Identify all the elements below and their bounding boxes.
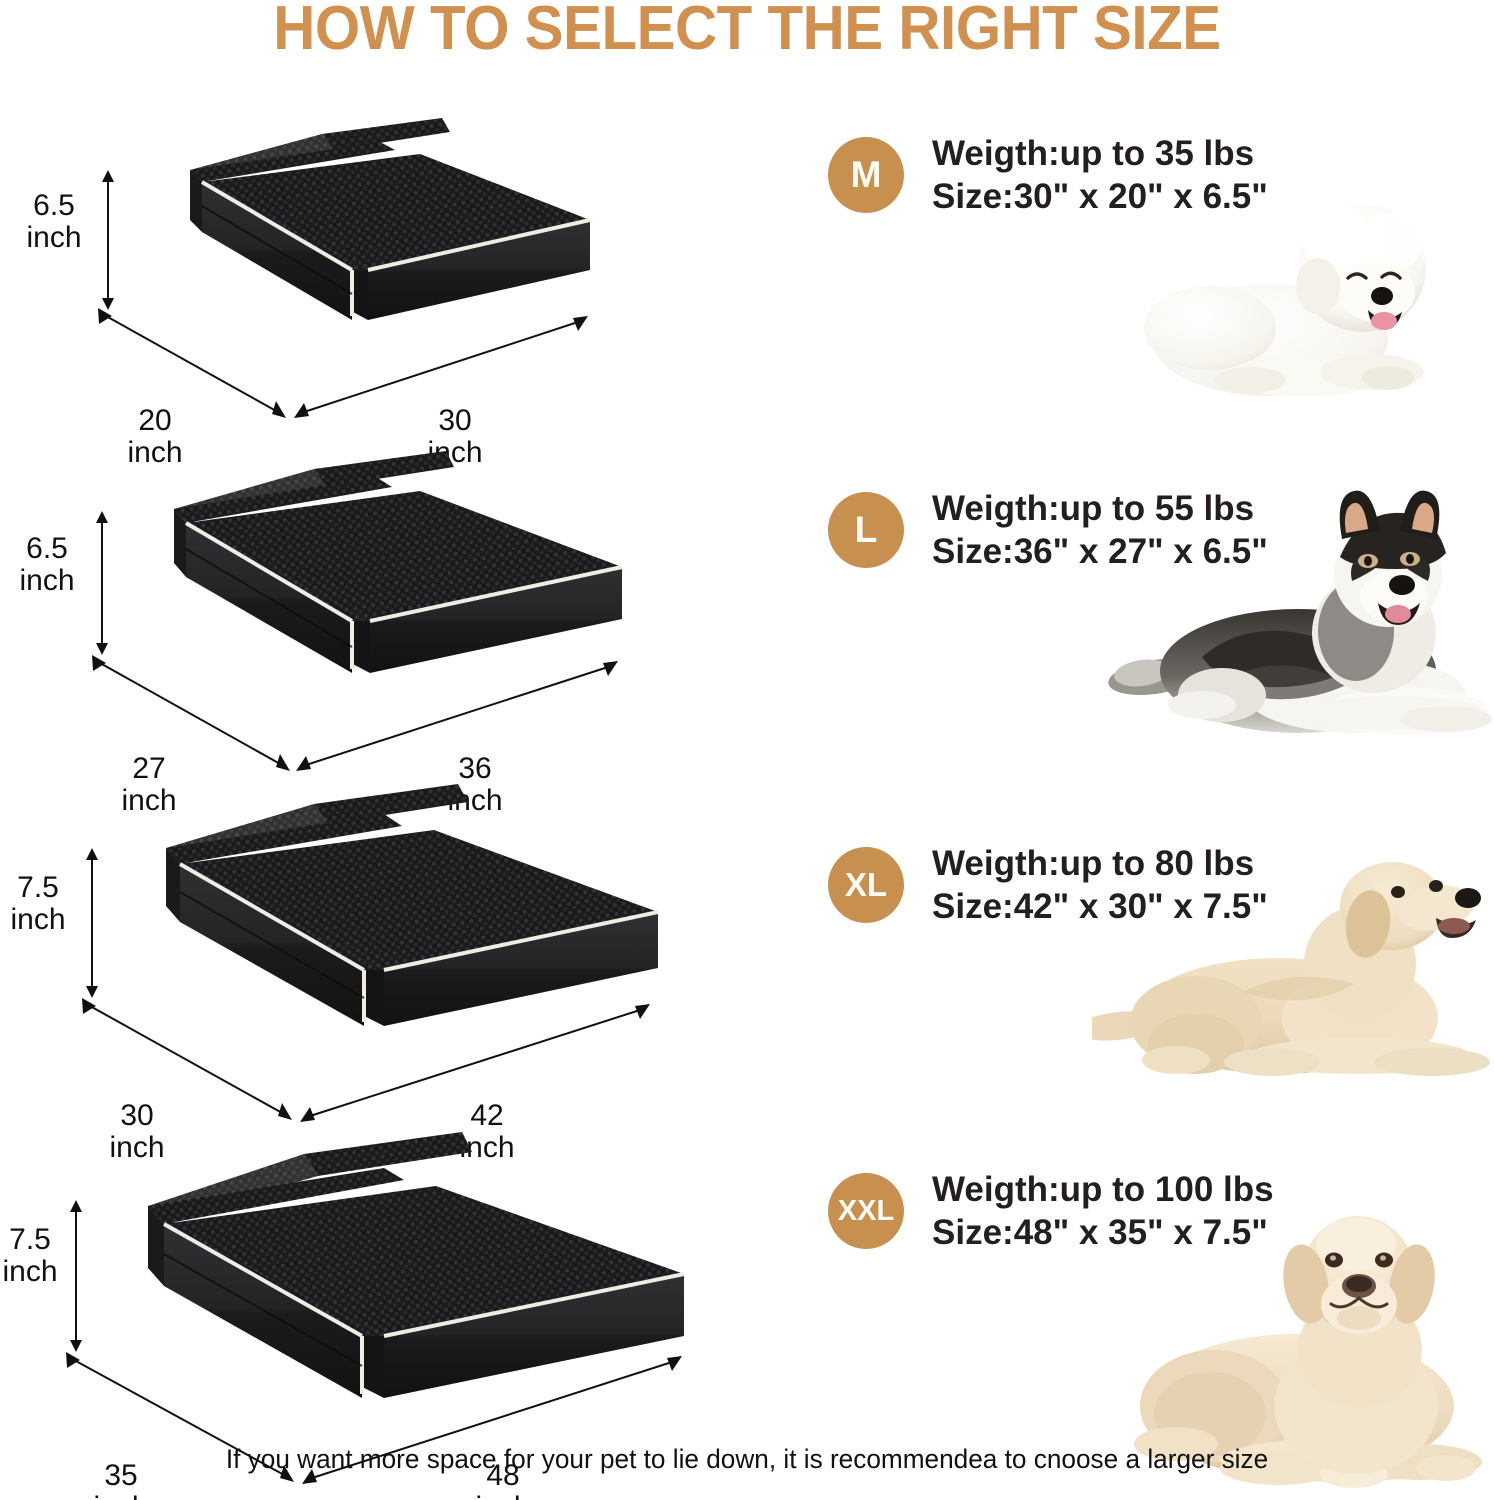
dimension-line-width	[98, 308, 286, 418]
dog-photo-siberian-husky	[1106, 481, 1494, 751]
spec-text-l: Weigth:up to 55 lbs Size:36" x 27" x 6.5…	[932, 487, 1268, 573]
dimension-line-length	[296, 661, 618, 771]
dimension-line-height	[102, 170, 114, 310]
bed-drawing	[174, 451, 623, 673]
dimension-width-l: 27 inch	[94, 753, 204, 817]
size-row-l: 6.5 inch 27 inch 36 inch L Weigth:up to …	[0, 451, 1494, 817]
dimension-length-xxl: 48 inch	[448, 1460, 558, 1500]
height-unit: inch	[10, 903, 66, 936]
size-label-m: Size:30" x 20" x 6.5"	[932, 177, 1268, 216]
width-unit: inch	[93, 1491, 148, 1500]
dimension-line-height	[70, 1200, 82, 1352]
width-unit: inch	[121, 784, 177, 817]
bed-illustration-xl	[62, 784, 662, 1055]
height-unit: inch	[19, 564, 75, 597]
size-badge-xxl: XXL	[828, 1173, 904, 1249]
dimension-height-m: 6.5 inch	[14, 190, 94, 254]
bed-illustration-l	[70, 451, 630, 705]
width-value: 35	[104, 1459, 138, 1492]
size-row-xl: 7.5 inch 30 inch 42 inch XL Weigth:up to…	[0, 784, 1494, 1164]
length-unit: inch	[475, 1491, 530, 1500]
dimension-height-xxl: 7.5 inch	[0, 1224, 60, 1288]
size-row-m: 6.5 inch 20 inch 30 inch M Weigth:up to	[0, 110, 1494, 469]
dimension-line-length	[294, 316, 588, 418]
bed-drawing	[148, 1132, 685, 1398]
dimension-length-m: 30 inch	[400, 405, 510, 469]
size-label-l: Size:36" x 27" x 6.5"	[932, 532, 1268, 571]
spec-text-xxl: Weigth:up to 100 lbs Size:48" x 35" x 7.…	[932, 1168, 1274, 1254]
bed-drawing	[190, 118, 591, 320]
dimension-line-width	[92, 655, 290, 771]
size-label-xl: Size:42" x 30" x 7.5"	[932, 887, 1268, 926]
weight-label-l: Weigth:up to 55 lbs	[932, 489, 1255, 528]
width-unit: inch	[127, 436, 183, 469]
dimension-width-xl: 30 inch	[82, 1100, 192, 1164]
dimension-line-width	[66, 1352, 294, 1482]
spec-block-m: M Weigth:up to 35 lbs Size:30" x 20" x 6…	[828, 132, 1268, 218]
height-unit: inch	[26, 221, 82, 254]
bed-illustration-m	[90, 118, 591, 350]
spec-block-xl: XL Weigth:up to 80 lbs Size:42" x 30" x …	[828, 842, 1268, 928]
dog-photo-golden-retriever	[1092, 830, 1494, 1100]
size-row-xxl: 7.5 inch 35 inch 48 inch XXL Weigth:up t…	[0, 1132, 1494, 1500]
width-value: 27	[132, 752, 166, 785]
spec-block-xxl: XXL Weigth:up to 100 lbs Size:48" x 35" …	[828, 1168, 1274, 1254]
dog-photo-yellow-labrador	[1128, 1198, 1494, 1498]
spec-block-l: L Weigth:up to 55 lbs Size:36" x 27" x 6…	[828, 487, 1268, 573]
spec-text-m: Weigth:up to 35 lbs Size:30" x 20" x 6.5…	[932, 132, 1268, 218]
size-badge-xl: XL	[828, 847, 904, 923]
dimension-height-l: 6.5 inch	[6, 533, 88, 597]
height-value: 7.5	[17, 871, 59, 904]
dimension-line-height	[86, 848, 98, 998]
length-value: 30	[438, 404, 472, 437]
height-value: 7.5	[9, 1223, 51, 1256]
height-value: 6.5	[26, 532, 68, 565]
page-title: HOW TO SELECT THE RIGHT SIZE	[273, 0, 1221, 63]
weight-label-xxl: Weigth:up to 100 lbs	[932, 1170, 1274, 1209]
size-badge-m: M	[828, 137, 904, 213]
size-label-xxl: Size:48" x 35" x 7.5"	[932, 1213, 1268, 1252]
length-value: 42	[470, 1099, 504, 1132]
length-value: 48	[486, 1459, 520, 1492]
dimension-height-xl: 7.5 inch	[0, 872, 76, 936]
dimension-line-length	[300, 1004, 650, 1122]
bed-illustration-xxl	[48, 1132, 688, 1430]
width-value: 20	[138, 404, 172, 437]
spec-text-xl: Weigth:up to 80 lbs Size:42" x 30" x 7.5…	[932, 842, 1268, 928]
size-badge-l: L	[828, 492, 904, 568]
dimension-width-m: 20 inch	[100, 405, 210, 469]
dimension-line-width	[82, 998, 292, 1120]
dimension-width-xxl: 35 inch	[66, 1460, 176, 1500]
footer-note: If you want more space for your pet to l…	[225, 1444, 1269, 1474]
dimension-line-length	[302, 1356, 682, 1484]
weight-label-xl: Weigth:up to 80 lbs	[932, 844, 1255, 883]
height-unit: inch	[2, 1255, 58, 1288]
length-value: 36	[458, 752, 492, 785]
dimension-line-height	[96, 511, 108, 655]
width-value: 30	[120, 1099, 154, 1132]
weight-label-m: Weigth:up to 35 lbs	[932, 134, 1255, 173]
dog-photo-bichon-frise	[1130, 160, 1480, 420]
width-unit: inch	[109, 1131, 165, 1164]
height-value: 6.5	[33, 189, 75, 222]
bed-drawing	[166, 784, 659, 1026]
